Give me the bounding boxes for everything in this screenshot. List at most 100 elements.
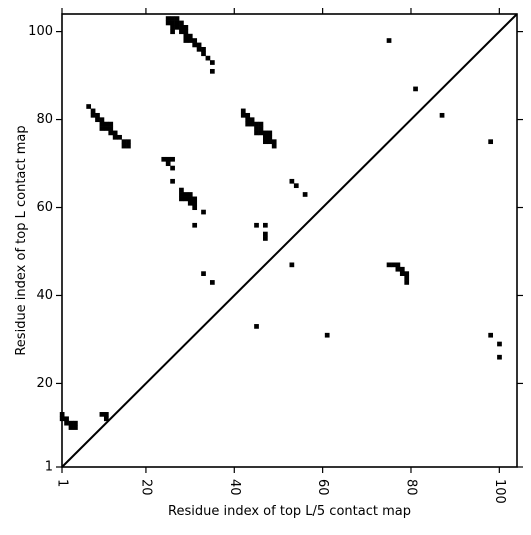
contact-cell-lower-5: [399, 271, 405, 276]
contact-cell-upper-11: [170, 29, 175, 35]
contact-cell-lower-6: [404, 271, 410, 276]
contact-cell-upper-59: [258, 130, 264, 136]
plot-frame: [61, 13, 518, 468]
contact-cell-lower-0: [386, 262, 392, 268]
contact-cell-upper-63: [267, 134, 273, 140]
contact-cell-upper-4: [170, 20, 175, 26]
x-axis-label: Residue index of top L/5 contact map: [168, 504, 411, 519]
contact-cell-upper-98: [386, 38, 392, 43]
contact-cell-lower-2: [395, 262, 401, 268]
contact-cell-upper-56: [254, 126, 259, 131]
contact-cell-upper-46: [126, 143, 131, 149]
contact-cell-upper-65: [267, 139, 273, 145]
contact-cell-upper-88: [201, 209, 206, 215]
contact-cell-upper-99: [413, 86, 418, 92]
contact-cell-upper-0: [165, 16, 171, 21]
contact-cell-upper-45: [121, 143, 127, 149]
contact-cell-upper-74: [289, 178, 295, 184]
contact-cell-lower-7: [404, 275, 410, 281]
contact-cell-upper-69: [165, 156, 171, 162]
y-axis-label: Residue index of top L contact map: [14, 125, 29, 355]
contact-cell-upper-97: [254, 324, 259, 329]
contact-cell-upper-24: [205, 55, 211, 61]
contact-cell-upper-36: [99, 126, 105, 131]
contact-cell-upper-95: [201, 271, 206, 276]
contact-cell-lower-10: [488, 332, 494, 338]
contact-cell-upper-73: [170, 178, 175, 184]
x-tick-label-5: 100: [492, 479, 507, 504]
contact-cell-upper-100: [439, 112, 445, 118]
y-tick-label-0: 1: [45, 460, 53, 475]
contact-cell-upper-43: [121, 139, 127, 145]
contact-cell-upper-91: [263, 222, 268, 228]
contact-cell-lower-18: [73, 420, 78, 426]
contact-cell-lower-21: [99, 412, 105, 417]
contact-cell-upper-68: [161, 156, 167, 162]
contact-cell-upper-37: [103, 126, 109, 131]
contact-cell-lower-22: [103, 412, 109, 417]
contact-cell-upper-25: [209, 60, 215, 65]
contact-cell-upper-79: [183, 192, 189, 197]
contact-cell-upper-87: [192, 205, 198, 211]
y-tick-label-4: 80: [36, 112, 53, 127]
contact-cell-upper-33: [99, 121, 105, 127]
contact-cell-upper-18: [192, 38, 198, 43]
contact-cell-upper-62: [263, 134, 268, 140]
y-tick-label-5: 100: [28, 24, 53, 39]
contact-cell-upper-1: [170, 16, 175, 21]
contact-cell-lower-11: [497, 341, 502, 347]
contact-cell-upper-89: [192, 222, 198, 228]
contact-cell-upper-86: [192, 200, 198, 206]
contact-cell-upper-93: [263, 236, 268, 241]
contact-cell-upper-96: [209, 280, 215, 285]
contact-cell-upper-47: [240, 108, 246, 114]
contact-cell-upper-32: [99, 117, 105, 123]
contact-cell-upper-38: [108, 126, 114, 131]
contact-cell-upper-19: [192, 42, 198, 48]
contact-cell-upper-70: [170, 156, 175, 162]
contact-cell-lower-4: [399, 266, 405, 272]
contact-cell-lower-8: [404, 280, 410, 285]
contact-cell-upper-16: [183, 38, 189, 43]
contact-cell-upper-90: [254, 222, 259, 228]
contact-cell-lower-23: [103, 416, 109, 422]
contact-cell-upper-44: [126, 139, 131, 145]
contact-cell-upper-15: [187, 33, 193, 39]
contact-cell-upper-85: [187, 200, 193, 206]
contact-cell-upper-77: [179, 187, 184, 193]
contact-cell-upper-80: [187, 192, 193, 197]
x-tick-label-4: 80: [403, 479, 418, 496]
contact-cell-upper-50: [245, 117, 251, 123]
contact-cell-upper-101: [488, 139, 494, 145]
contact-cell-upper-28: [90, 108, 96, 114]
contact-cell-upper-71: [165, 161, 171, 167]
contact-cell-upper-67: [271, 143, 277, 149]
contact-cell-lower-20: [73, 425, 78, 430]
contact-cell-upper-8: [174, 25, 180, 30]
contact-cell-lower-15: [64, 416, 69, 422]
contact-cell-lower-12: [497, 354, 502, 360]
contact-cell-upper-3: [165, 20, 171, 26]
contact-cell-upper-5: [174, 20, 180, 26]
contact-cell-upper-92: [263, 231, 268, 237]
contact-cell-upper-52: [245, 121, 251, 127]
contact-cell-upper-14: [183, 33, 189, 39]
contact-cell-upper-34: [103, 121, 109, 127]
contact-cell-upper-58: [254, 130, 259, 136]
contact-cell-upper-83: [187, 196, 193, 202]
contact-cell-upper-57: [258, 126, 264, 131]
contact-cell-upper-78: [179, 192, 184, 197]
contact-cells: [59, 16, 502, 430]
contact-cell-upper-82: [183, 196, 189, 202]
contact-cell-upper-7: [170, 25, 175, 30]
contact-cell-upper-76: [302, 192, 308, 197]
contact-cell-upper-39: [108, 130, 114, 136]
contact-cell-upper-61: [267, 130, 273, 136]
contact-cell-upper-75: [293, 183, 299, 189]
contact-cell-upper-81: [179, 196, 184, 202]
contact-cell-lower-1: [391, 262, 396, 268]
contact-cell-upper-66: [271, 139, 277, 145]
